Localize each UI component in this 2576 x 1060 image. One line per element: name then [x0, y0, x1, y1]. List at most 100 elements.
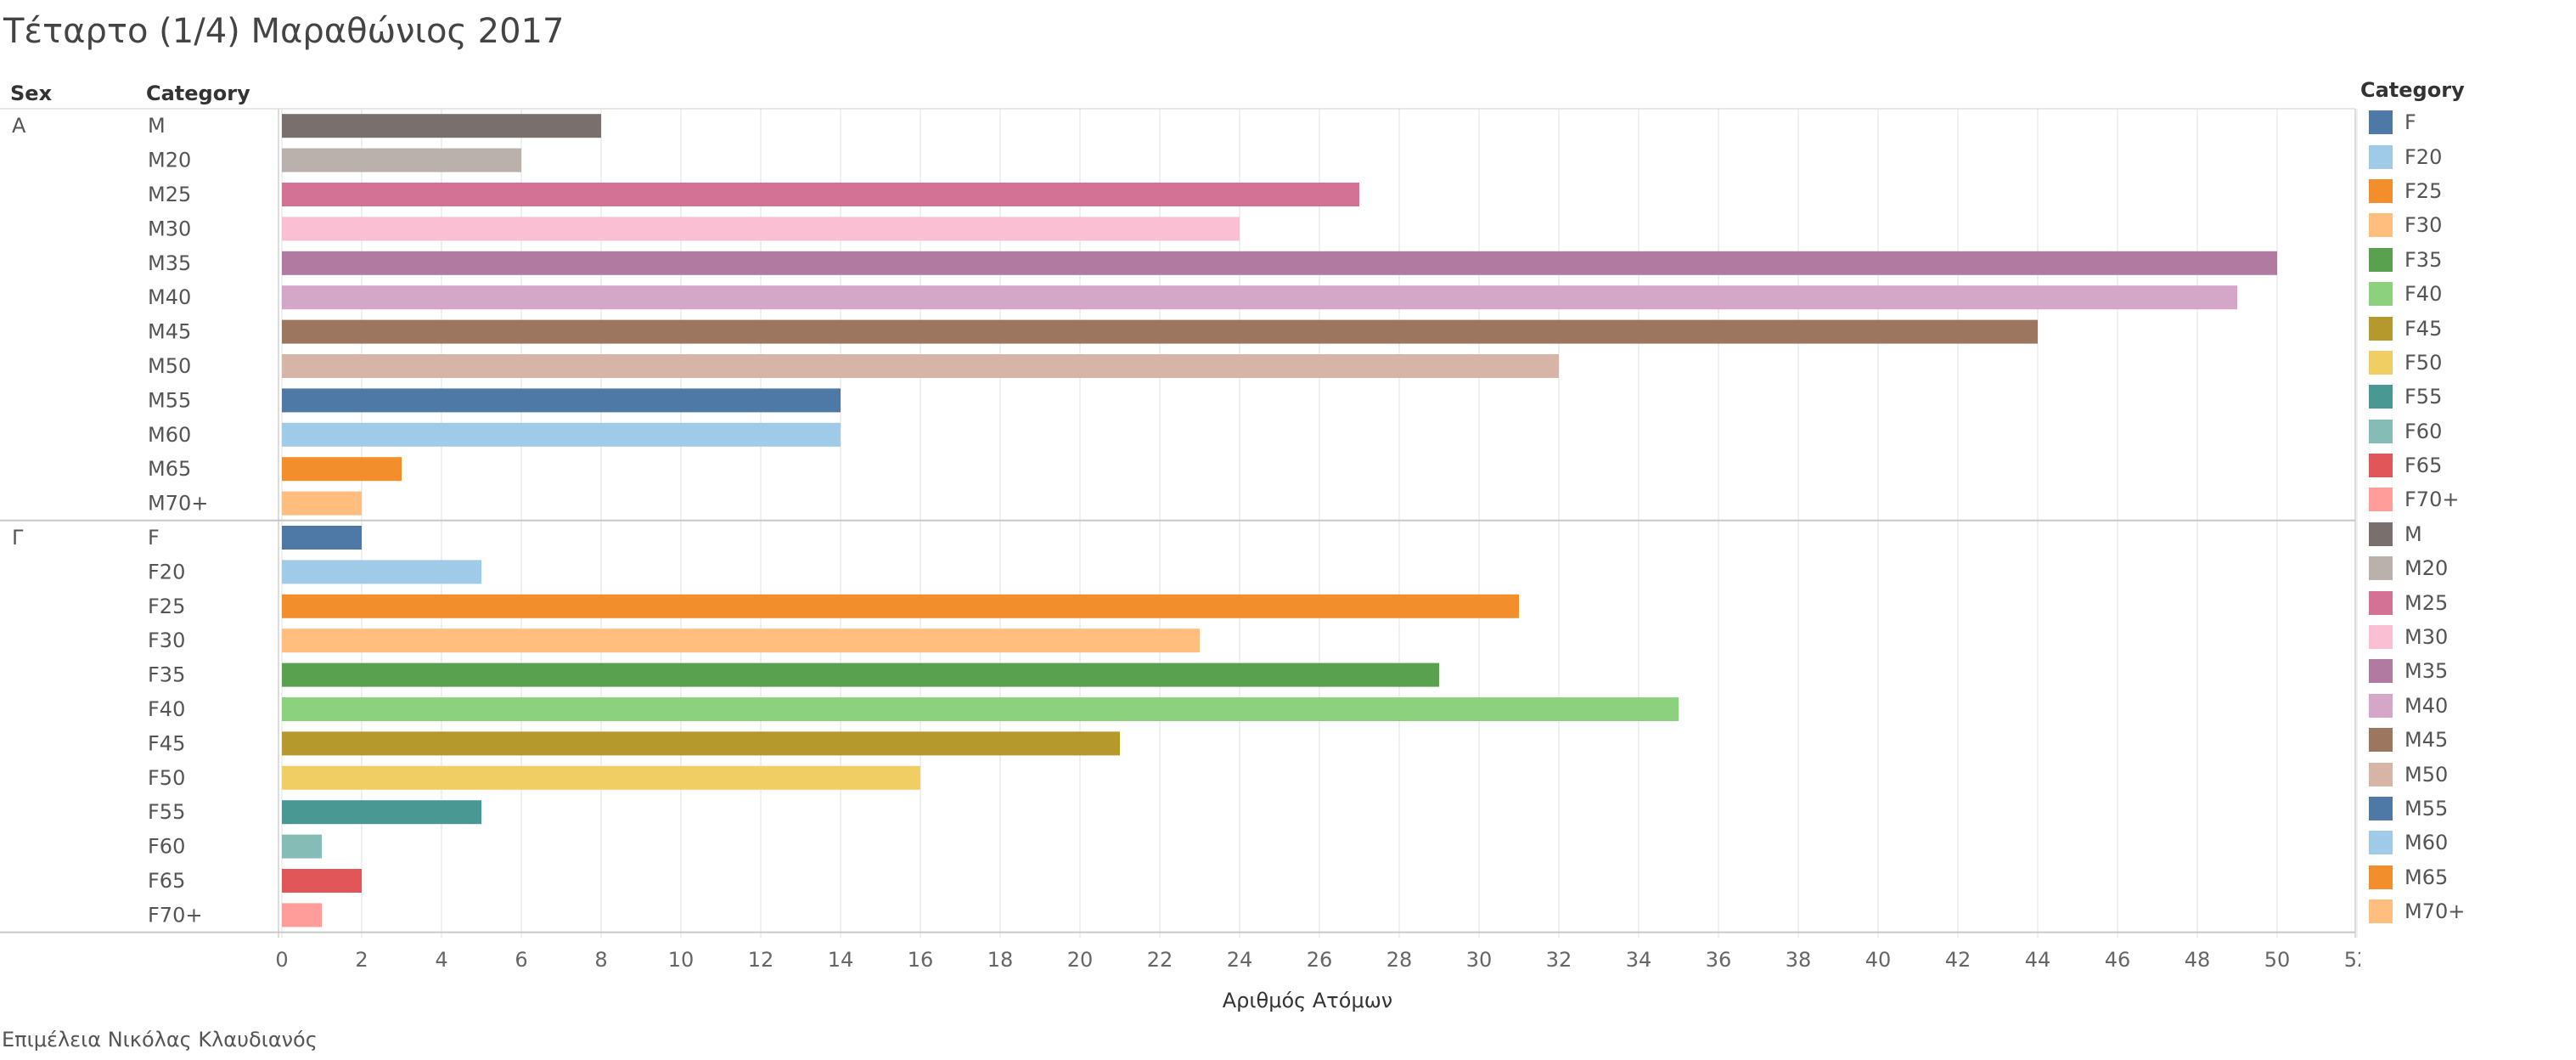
legend-item[interactable]: F60: [2360, 414, 2465, 448]
legend-item[interactable]: M45: [2360, 723, 2465, 757]
legend-label: F65: [2404, 454, 2443, 478]
legend-swatch: [2369, 213, 2393, 238]
x-tick-label: 14: [828, 948, 854, 972]
category-label: M55: [148, 388, 191, 412]
legend-swatch: [2369, 625, 2393, 650]
category-label: F40: [148, 697, 185, 721]
legend-item[interactable]: F55: [2360, 380, 2465, 414]
legend-item[interactable]: F40: [2360, 277, 2465, 311]
legend-swatch: [2369, 693, 2393, 718]
category-label: M70+: [148, 492, 208, 516]
legend-item[interactable]: M: [2360, 517, 2465, 551]
legend-swatch: [2369, 178, 2393, 203]
legend-swatch: [2369, 659, 2393, 684]
legend-item[interactable]: F20: [2360, 139, 2465, 173]
bar: [282, 183, 1359, 206]
x-tick-label: 8: [594, 948, 607, 972]
bar: [282, 388, 841, 413]
legend-item[interactable]: M70+: [2360, 894, 2465, 928]
bar: [282, 526, 362, 550]
legend-item[interactable]: M65: [2360, 860, 2465, 894]
legend-label: M35: [2404, 659, 2449, 684]
legend-item[interactable]: F30: [2360, 208, 2465, 242]
legend-item[interactable]: M50: [2360, 757, 2465, 791]
legend-label: F: [2404, 110, 2416, 135]
legend-item[interactable]: F70+: [2360, 482, 2465, 516]
bar: [282, 869, 362, 893]
bar: [282, 491, 362, 516]
category-label: M: [148, 114, 166, 138]
legend-swatch: [2369, 590, 2393, 615]
legend-label: M65: [2404, 865, 2449, 889]
legend-swatch: [2369, 488, 2393, 512]
bar: [282, 765, 920, 790]
legend-item[interactable]: M25: [2360, 585, 2465, 619]
legend-item[interactable]: M30: [2360, 620, 2465, 654]
legend-item[interactable]: F45: [2360, 311, 2465, 345]
legend-swatch: [2369, 899, 2393, 924]
legend-label: M50: [2404, 762, 2449, 787]
bar: [282, 319, 2038, 344]
x-tick-label: 4: [435, 948, 447, 972]
legend-swatch: [2369, 247, 2393, 272]
x-tick-label: 6: [515, 948, 527, 972]
legend-label: M60: [2404, 831, 2449, 855]
legend-item[interactable]: F35: [2360, 243, 2465, 277]
legend-label: M25: [2404, 590, 2449, 615]
category-label: F55: [148, 800, 185, 824]
x-tick-label: 16: [908, 948, 934, 972]
legend-label: F45: [2404, 316, 2443, 341]
x-tick-label: 50: [2264, 948, 2291, 972]
category-label: F30: [148, 629, 185, 652]
bar: [282, 697, 1679, 721]
x-tick-label: 52: [2344, 948, 2360, 972]
category-label: M50: [148, 354, 191, 378]
legend-label: F70+: [2404, 488, 2460, 512]
bar: [282, 457, 402, 482]
category-label: F35: [148, 663, 185, 687]
legend-item[interactable]: M40: [2360, 689, 2465, 723]
x-tick-label: 38: [1786, 948, 1812, 972]
bar: [282, 594, 1519, 618]
category-label: F45: [148, 731, 185, 755]
legend-label: F55: [2404, 385, 2443, 409]
legend-item[interactable]: M20: [2360, 551, 2465, 585]
category-label: F65: [148, 869, 185, 893]
bar: [282, 354, 1559, 378]
legend-swatch: [2369, 419, 2393, 443]
category-label: M20: [148, 149, 191, 172]
x-tick-label: 46: [2105, 948, 2131, 972]
legend-item[interactable]: F: [2360, 105, 2465, 139]
legend-swatch: [2369, 831, 2393, 855]
legend-swatch: [2369, 522, 2393, 546]
legend-item[interactable]: F65: [2360, 448, 2465, 482]
bar: [282, 560, 481, 584]
category-label: F: [148, 526, 160, 550]
x-tick-label: 34: [1626, 948, 1652, 972]
legend-item[interactable]: M55: [2360, 792, 2465, 826]
legend-swatch: [2369, 728, 2393, 753]
bar: [282, 217, 1240, 241]
legend-swatch: [2369, 144, 2393, 169]
legend-swatch: [2369, 350, 2393, 375]
legend-item[interactable]: M35: [2360, 654, 2465, 688]
x-axis-title: Αριθμός Ατόμων: [1223, 989, 1392, 1012]
legend-swatch: [2369, 316, 2393, 341]
category-column-header: Category: [146, 82, 250, 105]
category-legend: Category F F20 F25 F30 F35 F40 F45 F50 F55 F60 F65…: [2360, 78, 2465, 928]
legend-swatch: [2369, 454, 2393, 478]
legend-label: F50: [2404, 350, 2443, 375]
bar: [282, 662, 1439, 687]
category-label: M65: [148, 457, 191, 481]
x-tick-label: 44: [2025, 948, 2051, 972]
x-tick-label: 24: [1227, 948, 1253, 972]
legend-swatch: [2369, 282, 2393, 307]
legend-item[interactable]: F50: [2360, 346, 2465, 380]
legend-swatch: [2369, 865, 2393, 889]
legend-item[interactable]: F25: [2360, 174, 2465, 208]
bar: [282, 422, 841, 447]
x-tick-label: 30: [1466, 948, 1493, 972]
legend-item[interactable]: M60: [2360, 826, 2465, 860]
category-label: M35: [148, 251, 191, 275]
x-tick-label: 42: [1945, 948, 1971, 972]
